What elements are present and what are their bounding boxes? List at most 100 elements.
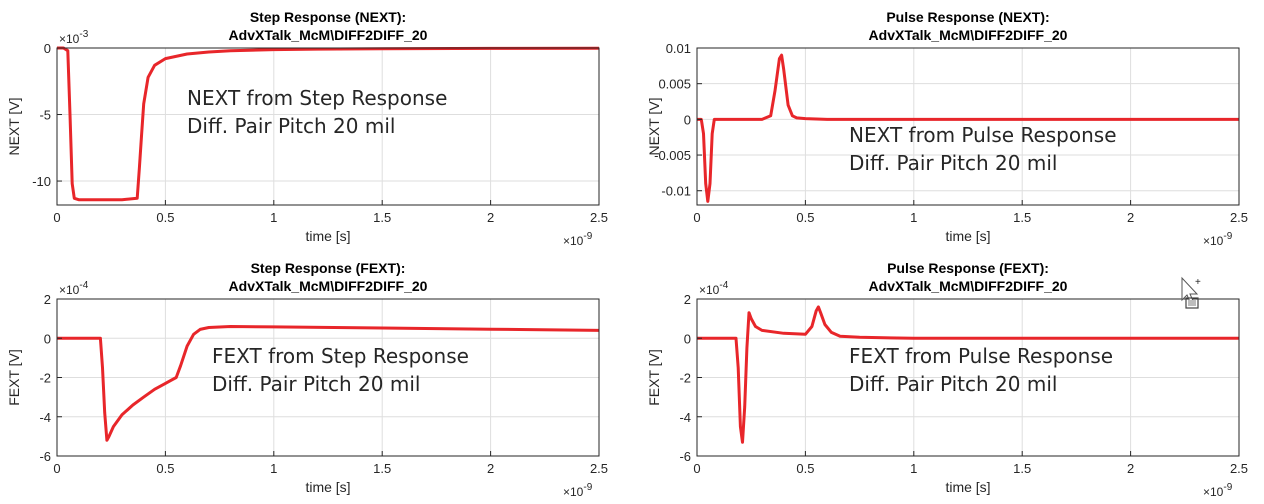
y-exponent-label: ×10-4	[699, 280, 729, 297]
annotation-line: Diff. Pair Pitch 20 mil	[187, 114, 395, 138]
x-tick-label: 2	[487, 461, 494, 476]
y-tick-label: -10	[32, 174, 51, 189]
x-axis-label: time [s]	[945, 228, 990, 244]
x-axis-label: time [s]	[305, 479, 350, 495]
x-tick-label: 2	[1127, 210, 1134, 225]
annotation-line: NEXT from Step Response	[187, 86, 447, 110]
x-tick-label: 2.5	[1230, 461, 1248, 476]
axes-box	[56, 47, 600, 206]
x-tick-label: 0.5	[156, 461, 174, 476]
y-multiplier: ×10	[59, 283, 80, 297]
y-tick-label: -6	[39, 449, 51, 464]
y-exponent: -4	[79, 280, 88, 291]
x-tick-label: 0.5	[796, 210, 814, 225]
x-axis-label: time [s]	[305, 228, 350, 244]
x-tick-label: 2.5	[1230, 210, 1248, 225]
x-multiplier: ×10	[1203, 485, 1224, 499]
chart-title: Step Response (FEXT):	[251, 260, 406, 276]
chart-panel: 0 0.5 1 1.5 2 2.5 0.01 0.005 0 -0.005 -0.01 Pulse R…	[646, 9, 1248, 248]
mouse-cursor-icon: +	[1181, 276, 1201, 309]
x-tick-label: 2.5	[590, 461, 608, 476]
x-multiplier: ×10	[563, 485, 584, 499]
y-tick-label: 2	[44, 292, 51, 307]
x-exponent-label: ×10-9	[563, 482, 593, 499]
y-tick-label: -4	[39, 410, 51, 425]
x-tick-label: 0	[693, 210, 700, 225]
x-tick-label: 0.5	[796, 461, 814, 476]
x-tick-label: 1	[910, 461, 917, 476]
series-line	[57, 46, 600, 202]
x-multiplier: ×10	[563, 234, 584, 248]
x-tick-label: 1	[270, 210, 277, 225]
series-line	[697, 53, 1239, 203]
chart-title: Pulse Response (NEXT):	[886, 9, 1049, 25]
x-tick-label: 2	[1127, 461, 1134, 476]
chart-panel: 0 0.5 1 1.5 2 2.5 2 0 -2 -4 -6 Step Response (FEXT)…	[6, 260, 608, 499]
y-tick-label: 0	[684, 331, 691, 346]
y-axis-label: FEXT [V]	[6, 349, 22, 406]
x-tick-label: 0	[693, 461, 700, 476]
y-multiplier: ×10	[59, 32, 80, 46]
x-tick-label: 0.5	[156, 210, 174, 225]
axes-box	[696, 47, 1240, 206]
y-tick-label: 0	[44, 41, 51, 56]
y-tick-label: -2	[39, 371, 51, 386]
y-tick-label: -5	[39, 108, 51, 123]
annotation-line: FEXT from Step Response	[212, 344, 469, 368]
y-axis-label: NEXT [V]	[646, 97, 662, 155]
chart-panel: 0 0.5 1 1.5 2 2.5 0 -5 -10 Step Response (NEXT): A…	[6, 9, 608, 248]
x-exponent-label: ×10-9	[1203, 482, 1233, 499]
x-tick-label: 1	[270, 461, 277, 476]
annotation-line: Diff. Pair Pitch 20 mil	[849, 372, 1057, 396]
plot-area	[697, 48, 1239, 205]
chart-title: Step Response (NEXT):	[250, 9, 406, 25]
chart-panel: 0 0.5 1 1.5 2 2.5 2 0 -2 -4 -6 Pulse Response (FEXT…	[646, 260, 1248, 499]
x-tick-label: 2	[487, 210, 494, 225]
x-tick-label: 1	[910, 210, 917, 225]
y-tick-label: -0.005	[654, 148, 691, 163]
y-exponent-label: ×10-4	[59, 280, 89, 297]
y-axis-label: NEXT [V]	[6, 97, 22, 155]
svg-text:+: +	[1195, 277, 1201, 288]
x-tick-label: 1.5	[1013, 461, 1031, 476]
y-exponent: -3	[79, 29, 88, 40]
x-exponent: -9	[583, 482, 592, 493]
chart-subtitle: AdvXTalk_McM\DIFF2DIFF_20	[869, 278, 1068, 294]
series-line	[697, 305, 1239, 444]
x-exponent: -9	[1223, 482, 1232, 493]
chart-title: Pulse Response (FEXT):	[887, 260, 1049, 276]
plot-area	[57, 48, 599, 205]
annotation-line: NEXT from Pulse Response	[849, 123, 1117, 147]
y-tick-label: 0	[44, 331, 51, 346]
x-tick-label: 2.5	[590, 210, 608, 225]
x-exponent: -9	[1223, 231, 1232, 242]
x-tick-label: 0	[53, 461, 60, 476]
annotation-line: FEXT from Pulse Response	[849, 344, 1113, 368]
x-tick-label: 0	[53, 210, 60, 225]
y-tick-label: -4	[679, 410, 691, 425]
series-line	[57, 325, 600, 442]
chart-subtitle: AdvXTalk_McM\DIFF2DIFF_20	[229, 278, 428, 294]
x-tick-label: 1.5	[373, 210, 391, 225]
y-multiplier: ×10	[699, 283, 720, 297]
x-exponent-label: ×10-9	[1203, 231, 1233, 248]
x-multiplier: ×10	[1203, 234, 1224, 248]
annotation-line: Diff. Pair Pitch 20 mil	[849, 151, 1057, 175]
x-axis-label: time [s]	[945, 479, 990, 495]
y-exponent: -4	[719, 280, 728, 291]
annotation-line: Diff. Pair Pitch 20 mil	[212, 372, 420, 396]
y-axis-label: FEXT [V]	[646, 349, 662, 406]
y-tick-label: 2	[684, 292, 691, 307]
y-tick-label: 0	[684, 112, 691, 127]
y-exponent-label: ×10-3	[59, 29, 89, 46]
y-tick-label: -0.01	[661, 184, 691, 199]
x-tick-label: 1.5	[373, 461, 391, 476]
y-tick-label: 0.005	[658, 77, 691, 92]
x-tick-label: 1.5	[1013, 210, 1031, 225]
chart-subtitle: AdvXTalk_McM\DIFF2DIFF_20	[869, 27, 1068, 43]
chart-subtitle: AdvXTalk_McM\DIFF2DIFF_20	[229, 27, 428, 43]
x-exponent: -9	[583, 231, 592, 242]
y-tick-label: -2	[679, 371, 691, 386]
y-tick-label: -6	[679, 449, 691, 464]
